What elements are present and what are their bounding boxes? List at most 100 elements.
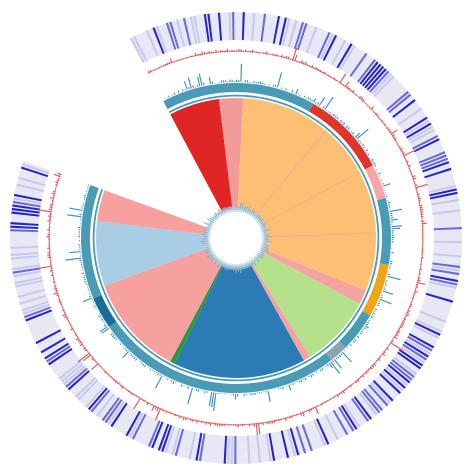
- blue-bar: [320, 106, 322, 108]
- red-bar: [312, 407, 315, 410]
- red-bar: [388, 130, 392, 134]
- heatmap-cell: [419, 154, 447, 167]
- blue-bar: [281, 87, 283, 89]
- heatmap-cell: [46, 345, 71, 363]
- center-tick: [259, 221, 264, 225]
- red-bar: [408, 305, 412, 308]
- blue-bar: [155, 371, 158, 374]
- blue-bar: [361, 143, 365, 147]
- heatmap-cell: [424, 167, 452, 179]
- red-bar: [419, 266, 421, 268]
- heatmap-cell: [322, 34, 338, 61]
- heatmap-cell: [228, 12, 232, 41]
- red-bar: [203, 51, 206, 55]
- red-bar: [363, 102, 365, 104]
- blue-bar: [382, 183, 385, 185]
- red-bar: [406, 311, 410, 315]
- blue-bar: [224, 80, 227, 83]
- heatmap-cell: [174, 428, 185, 457]
- blue-bar: [383, 288, 386, 291]
- blue-bar: [237, 393, 239, 397]
- red-bar: [264, 421, 266, 423]
- red-bar: [369, 366, 373, 370]
- red-bar: [277, 418, 280, 422]
- red-bar: [412, 297, 415, 299]
- red-bar: [398, 146, 401, 149]
- red-bar: [83, 345, 85, 347]
- heatmap-cell: [319, 33, 334, 60]
- blue-bar: [187, 386, 189, 390]
- red-bar: [291, 47, 298, 61]
- red-bar: [371, 110, 373, 112]
- blue-bar: [95, 307, 97, 309]
- red-bar: [308, 408, 311, 413]
- red-bar: [274, 54, 276, 57]
- red-bar: [52, 202, 54, 204]
- red-bar: [47, 254, 51, 256]
- red-bar: [55, 181, 59, 184]
- blue-bar: [318, 96, 326, 107]
- red-bar: [233, 50, 235, 53]
- blue-bar: [188, 86, 190, 90]
- blue-bar: [310, 374, 313, 378]
- red-bar: [47, 229, 51, 231]
- blue-bar: [390, 218, 398, 221]
- red-bar: [178, 415, 181, 419]
- heatmap-cell: [430, 198, 459, 206]
- blue-bar: [276, 72, 283, 88]
- red-bar: [399, 148, 403, 151]
- red-bar: [182, 416, 185, 421]
- blue-bar: [391, 252, 394, 254]
- red-bar: [110, 375, 112, 378]
- red-bar: [108, 374, 111, 377]
- red-bar: [206, 52, 208, 55]
- tree-center: [201, 202, 272, 274]
- red-bar: [276, 54, 279, 57]
- heatmap-cell: [370, 382, 391, 404]
- heatmap-cell: [351, 397, 370, 422]
- red-bar: [257, 422, 261, 435]
- red-bar: [366, 369, 369, 373]
- red-bar: [54, 279, 55, 281]
- clade-wedges: [96, 98, 377, 378]
- blue-bar: [133, 356, 136, 360]
- red-bar: [280, 54, 283, 58]
- blue-bar: [177, 90, 180, 93]
- red-bar: [50, 274, 54, 277]
- red-bar: [416, 281, 426, 285]
- center-tick: [257, 254, 263, 260]
- blue-bar: [300, 379, 303, 383]
- blue-bar: [179, 383, 181, 385]
- blue-bar: [69, 207, 83, 211]
- red-bar: [272, 53, 274, 56]
- red-bar: [421, 238, 423, 241]
- blue-bar: [263, 391, 265, 393]
- red-bar: [74, 331, 76, 334]
- red-bar: [383, 123, 386, 126]
- red-bar: [417, 197, 422, 200]
- heatmap-cell: [241, 12, 245, 41]
- red-bar: [156, 406, 160, 412]
- red-bar: [421, 252, 423, 254]
- red-bar: [321, 71, 323, 74]
- center-tick: [255, 257, 260, 263]
- blue-bar: [230, 393, 232, 395]
- red-bar: [200, 420, 203, 424]
- blue-bar: [221, 393, 223, 394]
- heatmap-cell: [331, 39, 347, 66]
- red-bar: [199, 53, 201, 56]
- center-tick: [206, 218, 214, 223]
- red-bar: [306, 64, 309, 67]
- red-barplot-ring: [37, 47, 428, 436]
- red-bar: [102, 367, 104, 369]
- blue-bar: [102, 320, 105, 323]
- red-bar: [316, 405, 318, 407]
- blue-bar: [389, 265, 392, 267]
- red-bar: [83, 354, 92, 362]
- center-tick: [209, 254, 215, 260]
- blue-bar: [359, 332, 363, 335]
- red-bar: [300, 60, 303, 64]
- red-bar: [407, 164, 411, 167]
- blue-bar: [292, 383, 295, 386]
- clade-annotation-band: [80, 82, 391, 393]
